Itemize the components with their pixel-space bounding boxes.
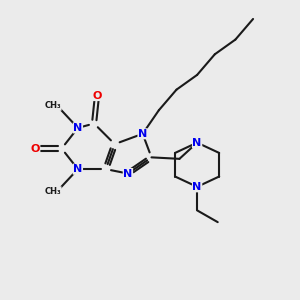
Text: O: O xyxy=(31,143,40,154)
Text: N: N xyxy=(73,164,83,174)
Text: CH₃: CH₃ xyxy=(44,101,61,110)
Text: CH₃: CH₃ xyxy=(44,187,61,196)
Text: N: N xyxy=(73,123,83,133)
Text: N: N xyxy=(123,169,133,178)
Text: N: N xyxy=(193,182,202,192)
Text: N: N xyxy=(193,138,202,148)
Text: N: N xyxy=(138,129,147,139)
Text: O: O xyxy=(92,91,102,100)
